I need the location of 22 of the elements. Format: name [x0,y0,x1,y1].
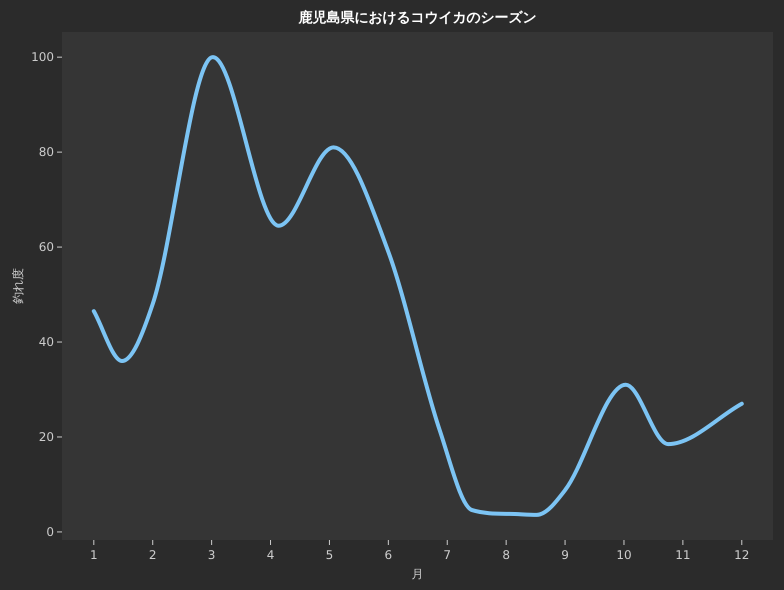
x-tick-label: 2 [148,548,157,562]
y-tick-label: 0 [46,524,54,539]
x-tick-label: 4 [266,548,274,562]
x-tick-label: 9 [561,548,569,562]
y-tick-label: 40 [38,335,54,350]
x-tick-label: 11 [675,548,691,562]
x-tick-label: 5 [326,548,334,562]
line-series [92,55,744,517]
y-tick-label: 60 [38,240,54,254]
y-tick-label: 20 [38,430,54,444]
y-tick-label: 80 [38,145,54,160]
x-axis-title: 月 [412,567,424,581]
x-tick-label: 3 [208,548,216,562]
x-tick-label: 7 [443,548,452,562]
x-tick-label: 1 [90,548,98,562]
x-tick-label: 12 [734,548,750,562]
y-axis-title: 釣れ度 [11,268,25,304]
y-tick-label: 100 [31,50,54,64]
x-tick-label: 8 [502,548,510,562]
x-tick-label: 10 [616,548,632,562]
chart-title: 鹿児島県におけるコウイカのシーズン [298,9,536,26]
x-tick-label: 6 [384,548,392,562]
